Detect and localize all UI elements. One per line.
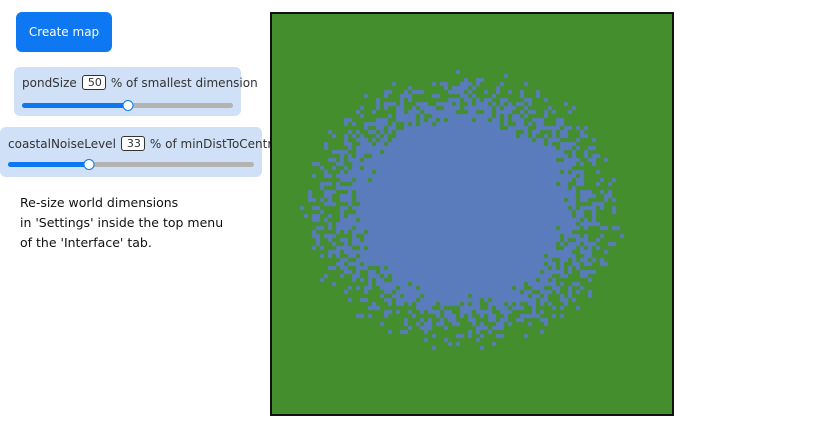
pond-size-label: pondSize (22, 75, 77, 90)
info-line-1: Re-size world dimensions (20, 195, 179, 210)
pond-size-slider[interactable] (22, 100, 233, 111)
coastal-noise-value[interactable]: 33 (120, 136, 145, 151)
pond-size-value[interactable]: 50 (81, 75, 106, 90)
world-map[interactable] (270, 12, 674, 416)
create-map-button[interactable]: Create map (16, 12, 112, 52)
coastal-noise-slider-panel: coastalNoiseLevel 33 % of minDistToCentr… (0, 127, 279, 177)
coastal-noise-slider-handle[interactable] (83, 159, 95, 170)
pond-size-slider-fill (22, 103, 128, 108)
coastal-noise-slider[interactable] (8, 159, 254, 170)
pond-size-slider-handle[interactable] (122, 100, 133, 111)
resize-info-text: Re-size world dimensions in 'Settings' i… (20, 193, 223, 253)
pond-size-slider-panel: pondSize 50 % of smallest dimension (14, 67, 258, 116)
coastal-noise-slider-fill (8, 162, 90, 167)
info-line-3: of the 'Interface' tab. (20, 235, 152, 250)
pond-size-unit: % of smallest dimension (110, 75, 258, 90)
coastal-noise-unit: % of minDistToCentre (149, 136, 280, 151)
info-line-2: in 'Settings' inside the top menu (20, 215, 224, 230)
map-canvas[interactable] (272, 14, 672, 414)
coastal-noise-label: coastalNoiseLevel (8, 136, 116, 151)
